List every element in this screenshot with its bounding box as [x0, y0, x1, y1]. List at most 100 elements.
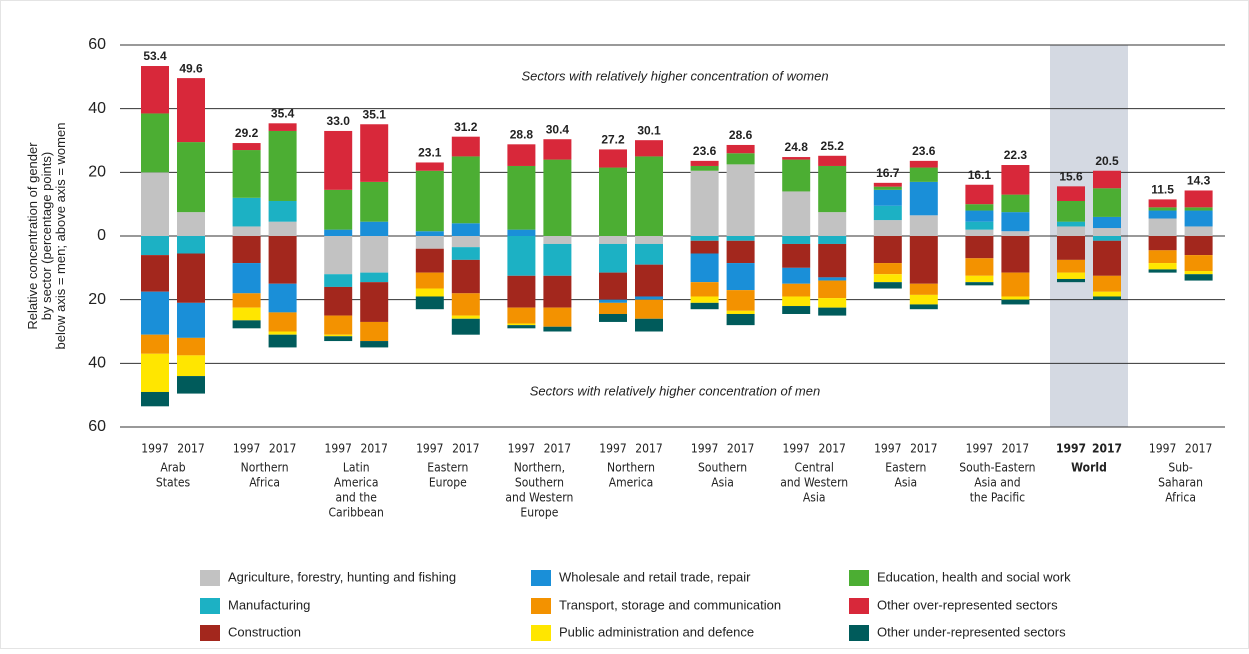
bar-segment — [909, 294, 938, 305]
bar-segment — [782, 157, 811, 160]
bar-segment — [726, 290, 755, 311]
legend-label: Other over-represented sectors — [877, 597, 1058, 612]
bar-segment — [1148, 199, 1177, 208]
group-label: Europe — [429, 476, 467, 490]
total-label: 15.6 — [1059, 170, 1083, 184]
bar-segment — [1184, 255, 1213, 272]
bar-segment — [415, 248, 444, 273]
bar-segment — [543, 236, 572, 244]
bar-segment — [1184, 190, 1213, 208]
bar-segment — [1001, 296, 1030, 300]
total-label: 29.2 — [235, 126, 259, 140]
group-label: Africa — [249, 476, 280, 490]
bar-segment — [1057, 226, 1085, 236]
bar-segment — [268, 123, 297, 131]
bar-segment — [177, 302, 205, 338]
bar-segment — [690, 282, 719, 297]
bar-segment — [690, 165, 719, 171]
group-label: Northern — [607, 461, 655, 475]
total-label: 22.3 — [1004, 148, 1028, 162]
bar-segment — [141, 353, 169, 392]
bar-segment — [873, 189, 902, 206]
x-year-label: 1997 — [966, 442, 993, 456]
bar-segment — [415, 296, 444, 310]
group-label: Central — [795, 461, 834, 475]
group-label: Asia — [894, 476, 917, 490]
bar-segment — [268, 334, 297, 348]
bar-segment — [1093, 240, 1121, 276]
group-label: Arab — [160, 461, 185, 475]
total-label: 11.5 — [1151, 183, 1174, 197]
bar-segment — [965, 184, 994, 205]
bar-segment — [141, 172, 169, 236]
bar-segment — [360, 124, 389, 182]
bar-segment — [909, 283, 938, 295]
bar-segment — [451, 318, 480, 335]
bar-segment — [1001, 231, 1030, 236]
bar-segment — [1184, 274, 1213, 281]
bar-segment — [1148, 263, 1177, 270]
bar-segment — [873, 186, 902, 190]
bar-segment — [782, 306, 811, 314]
bar-segment — [690, 302, 719, 310]
bar-segment — [177, 376, 205, 394]
x-year-label: 1997 — [324, 442, 351, 456]
total-label: 16.7 — [876, 166, 900, 180]
x-year-label: 2017 — [544, 442, 571, 456]
x-year-label: 2017 — [1002, 442, 1029, 456]
bar-segment — [451, 247, 480, 260]
total-label: 33.0 — [327, 114, 351, 128]
x-year-label: 2017 — [635, 442, 662, 456]
total-label: 28.8 — [510, 127, 534, 141]
y-tick-label: 60 — [88, 36, 106, 53]
bar-segment — [1184, 271, 1213, 275]
bar-segment — [1001, 236, 1030, 273]
bar-segment — [507, 323, 536, 326]
bar-segment — [451, 315, 480, 319]
x-year-label: 2017 — [452, 442, 479, 456]
bar-segment — [873, 236, 902, 264]
legend-swatch — [200, 570, 220, 586]
bar-segment — [782, 159, 811, 192]
total-label: 23.1 — [418, 146, 442, 160]
bar-segment — [965, 229, 994, 236]
bar-segment — [690, 253, 719, 283]
bar-segment — [635, 264, 663, 297]
y-axis-label-line: by sector (percentage points) — [39, 152, 54, 320]
group-label: and the — [335, 491, 377, 505]
bar-segment — [635, 296, 663, 300]
bar-segment — [635, 318, 663, 332]
bar-segment — [543, 139, 572, 160]
group-label: World — [1071, 461, 1107, 475]
bar-segment — [268, 130, 297, 201]
bar-segment — [507, 229, 536, 236]
bar-segment — [782, 267, 811, 284]
total-label: 30.4 — [546, 122, 570, 136]
bar-segment — [360, 221, 389, 236]
group-label: Latin — [343, 461, 370, 475]
y-tick-label: 0 — [97, 227, 106, 244]
bar-segment — [690, 170, 719, 236]
bar-segment — [177, 355, 205, 377]
group-label: Northern, — [514, 461, 565, 475]
x-year-label: 1997 — [782, 442, 809, 456]
bar-segment — [141, 391, 169, 407]
bar-segment — [451, 259, 480, 294]
bar-segment — [177, 337, 205, 356]
bar-segment — [599, 302, 627, 314]
bar-segment — [415, 272, 444, 289]
total-label: 24.8 — [785, 140, 809, 154]
x-year-label: 1997 — [141, 442, 168, 456]
bar-segment — [324, 229, 353, 236]
bar-segment — [965, 210, 994, 222]
bar-segment — [909, 215, 938, 236]
y-tick-label: 20 — [88, 164, 106, 181]
bar-segment — [415, 288, 444, 297]
bar-segment — [726, 164, 755, 236]
bar-segment — [1148, 269, 1177, 273]
bar-segment — [909, 160, 938, 168]
bar-segment — [818, 155, 847, 166]
bar-segment — [451, 136, 480, 157]
total-label: 27.2 — [601, 133, 625, 147]
x-year-label: 2017 — [727, 442, 754, 456]
